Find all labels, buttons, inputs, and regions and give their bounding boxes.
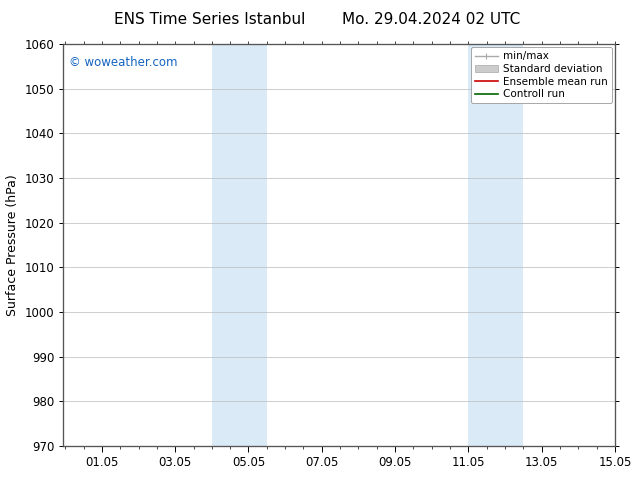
Legend: min/max, Standard deviation, Ensemble mean run, Controll run: min/max, Standard deviation, Ensemble me… — [470, 47, 612, 103]
Bar — [469, 44, 523, 446]
Text: © woweather.com: © woweather.com — [69, 56, 178, 69]
Y-axis label: Surface Pressure (hPa): Surface Pressure (hPa) — [6, 174, 19, 316]
Text: Mo. 29.04.2024 02 UTC: Mo. 29.04.2024 02 UTC — [342, 12, 521, 27]
Text: ENS Time Series Istanbul: ENS Time Series Istanbul — [113, 12, 305, 27]
Bar — [212, 44, 267, 446]
